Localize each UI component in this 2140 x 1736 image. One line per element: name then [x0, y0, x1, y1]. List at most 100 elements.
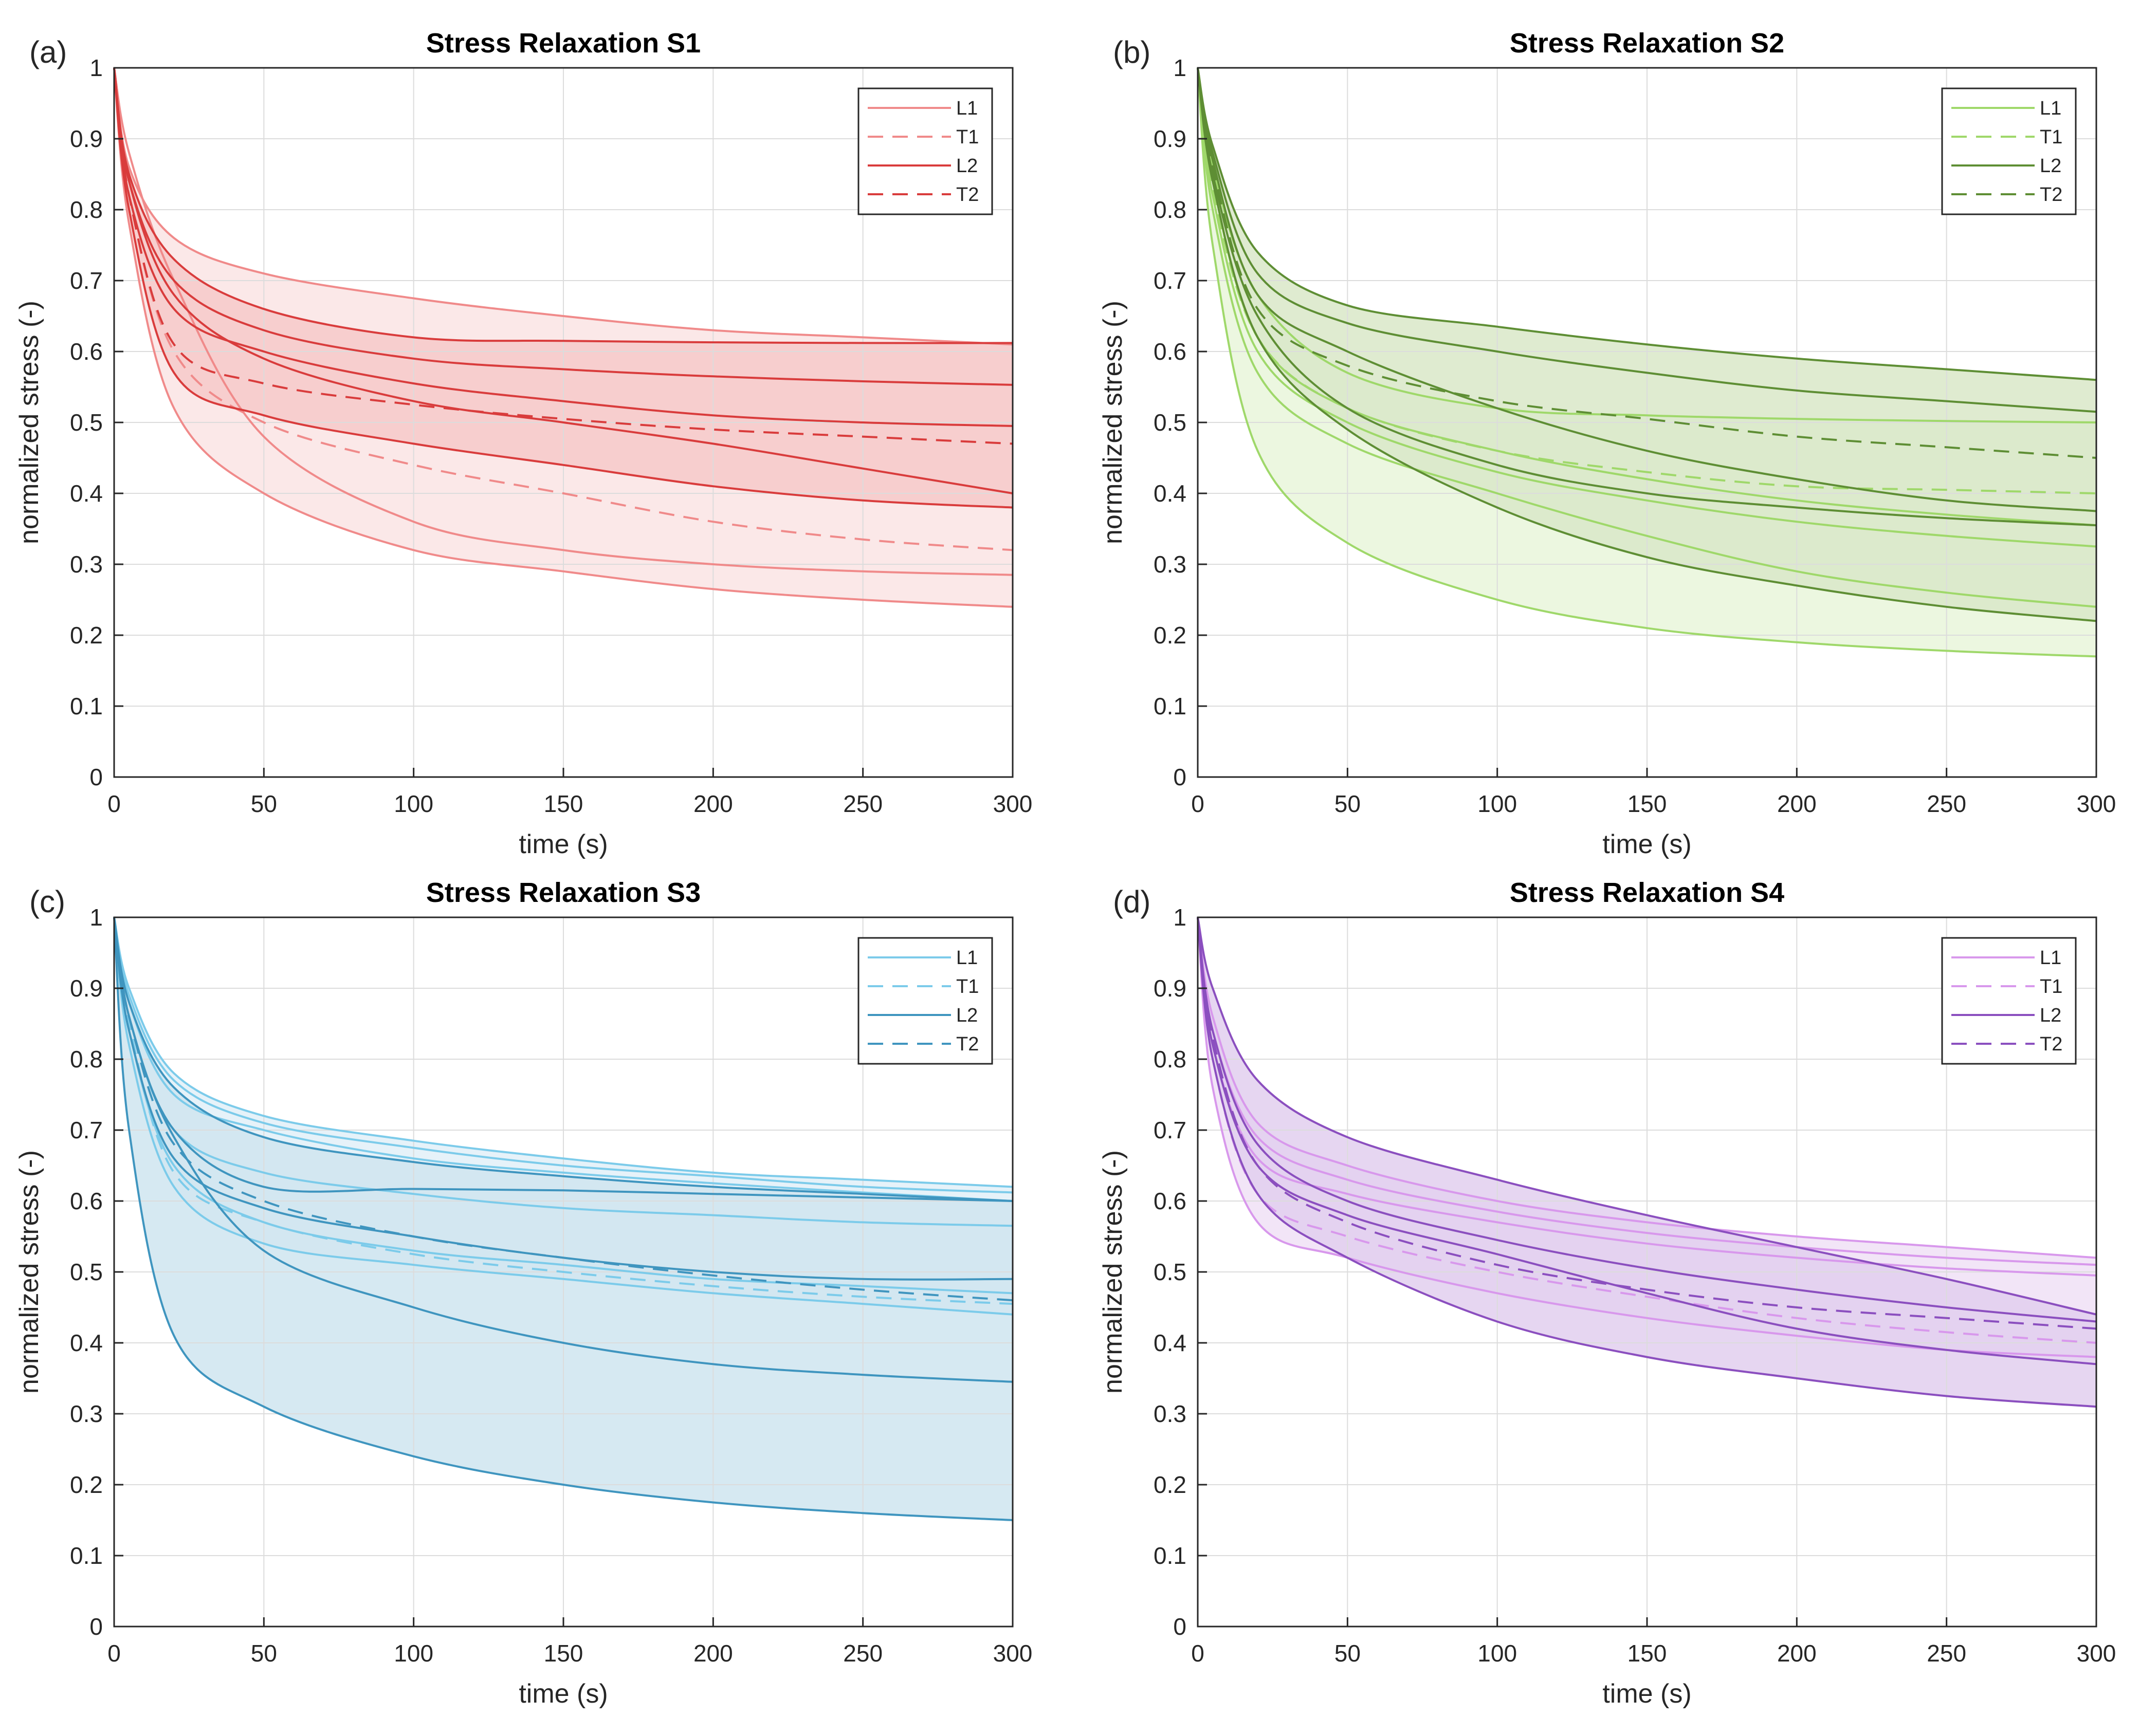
y-tick-label: 0.7: [70, 1117, 103, 1143]
x-tick-label: 100: [1477, 790, 1517, 817]
legend: L1 T1 L2 T2: [1941, 937, 2077, 1065]
band-dark: [114, 68, 1013, 508]
series-line-10: [1197, 67, 2097, 622]
series-line-8: [1197, 67, 2097, 413]
x-tick-label: 250: [1927, 790, 1966, 817]
legend: L1 T1 L2 T2: [1941, 87, 2077, 215]
x-tick-label: 0: [1191, 1640, 1204, 1667]
series-line-9: [113, 67, 1013, 494]
legend-label-t2: T2: [2040, 1033, 2062, 1055]
series-line-5: [113, 67, 1013, 344]
x-tick-label: 150: [1627, 790, 1667, 817]
y-axis-label: normalized stress (-): [14, 1150, 44, 1394]
series-line-7: [113, 67, 1013, 427]
y-tick-label: 1: [1173, 904, 1186, 931]
legend-label-l2: L2: [956, 1005, 978, 1026]
x-tick-label: 200: [693, 1640, 733, 1667]
legend-label-t2: T2: [2040, 184, 2062, 206]
legend-label-t2: T2: [956, 184, 979, 206]
y-tick-label: 0.7: [1154, 1117, 1186, 1143]
chart-panel-4: 0 50 100 150 200 250 300 0 0.1 0.2 0.3 0.4 0.5 0.6 0.7…: [1098, 877, 2116, 1709]
y-tick-label: 0.1: [1154, 693, 1186, 719]
x-tick-label: 300: [993, 1640, 1033, 1667]
y-tick-label: 0: [1173, 1613, 1186, 1640]
series-line-10: [1197, 917, 2097, 1330]
x-tick-label: 150: [1627, 1640, 1667, 1667]
series-line-4: [113, 67, 1013, 551]
y-tick-label: 0.2: [70, 622, 103, 649]
y-tick-label: 0.8: [70, 196, 103, 223]
y-tick-label: 0.3: [70, 551, 103, 578]
chart-title: Stress Relaxation S4: [1510, 877, 1784, 908]
y-tick-label: 0.6: [70, 1188, 103, 1214]
y-tick-label: 0.2: [1154, 622, 1186, 649]
y-axis-label: normalized stress (-): [1098, 301, 1128, 544]
x-tick-label: 200: [1777, 790, 1817, 817]
y-tick-label: 0.8: [1154, 196, 1186, 223]
y-tick-label: 0.5: [1154, 409, 1186, 436]
y-tick-label: 0.4: [1154, 480, 1186, 507]
series-line-6: [1197, 67, 2097, 494]
y-tick-label: 0.4: [70, 480, 103, 507]
series-line-11: [1197, 67, 2097, 527]
x-tick-label: 300: [2077, 1640, 2116, 1667]
series-line-3: [113, 67, 1013, 576]
panel-label: (b): [1113, 35, 1150, 69]
series-line-12: [1197, 67, 2097, 459]
chart-title: Stress Relaxation S3: [426, 877, 701, 908]
x-tick-label: 100: [1477, 1640, 1517, 1667]
panel-label: (a): [29, 35, 67, 69]
legend-label-l2: L2: [2040, 1005, 2061, 1026]
legend: L1 T1 L2 T2: [857, 87, 993, 215]
legend-label-t1: T1: [2040, 976, 2062, 998]
x-tick-label: 0: [107, 1640, 121, 1667]
series-line-7: [1197, 917, 2097, 1323]
y-tick-label: 1: [89, 54, 103, 81]
y-tick-label: 1: [1173, 54, 1186, 81]
x-axis-label: time (s): [1602, 1679, 1691, 1709]
x-tick-label: 100: [394, 790, 433, 817]
chart-title: Stress Relaxation S1: [426, 28, 701, 59]
y-tick-label: 0.1: [70, 1542, 103, 1569]
y-tick-label: 0: [1173, 764, 1186, 790]
series-line-2: [113, 917, 1013, 1194]
series-line-4: [1197, 917, 2097, 1358]
x-tick-label: 50: [251, 790, 277, 817]
y-axis-label: normalized stress (-): [14, 301, 44, 544]
y-tick-label: 0.7: [1154, 267, 1186, 294]
series-line-2: [113, 67, 1013, 608]
legend-label-l1: L1: [2040, 947, 2061, 969]
y-tick-label: 0.4: [1154, 1329, 1186, 1356]
y-tick-label: 0.5: [70, 1259, 103, 1285]
x-tick-label: 50: [1334, 1640, 1361, 1667]
x-tick-label: 100: [394, 1640, 433, 1667]
x-tick-label: 50: [1334, 790, 1361, 817]
legend-label-t1: T1: [2040, 126, 2062, 148]
series-line-10: [113, 67, 1013, 445]
series-line-4: [1197, 67, 2097, 548]
x-axis-label: time (s): [519, 1679, 608, 1709]
legend-label-t1: T1: [956, 976, 979, 998]
x-tick-label: 0: [107, 790, 121, 817]
series-line-8: [1197, 917, 2097, 1365]
series-line-12: [113, 917, 1013, 1521]
series-line-8: [113, 917, 1013, 1202]
legend: L1 T1 L2 T2: [857, 937, 993, 1065]
series-line-6: [1197, 917, 2097, 1316]
x-tick-label: 200: [1777, 1640, 1817, 1667]
x-tick-label: 200: [693, 790, 733, 817]
x-tick-label: 50: [251, 1640, 277, 1667]
chart-title: Stress Relaxation S2: [1510, 28, 1784, 59]
y-tick-label: 0.2: [70, 1471, 103, 1498]
y-tick-label: 0.8: [70, 1046, 103, 1073]
series-line-9: [1197, 917, 2097, 1408]
y-tick-label: 0.2: [1154, 1471, 1186, 1498]
series-line-13: [113, 917, 1013, 1302]
y-tick-label: 0.3: [70, 1400, 103, 1427]
y-tick-label: 0.6: [1154, 1188, 1186, 1214]
series-line-9: [1197, 67, 2097, 512]
y-tick-label: 0.9: [70, 125, 103, 152]
series-line-3: [113, 917, 1013, 1202]
panel-label: (d): [1113, 884, 1150, 919]
